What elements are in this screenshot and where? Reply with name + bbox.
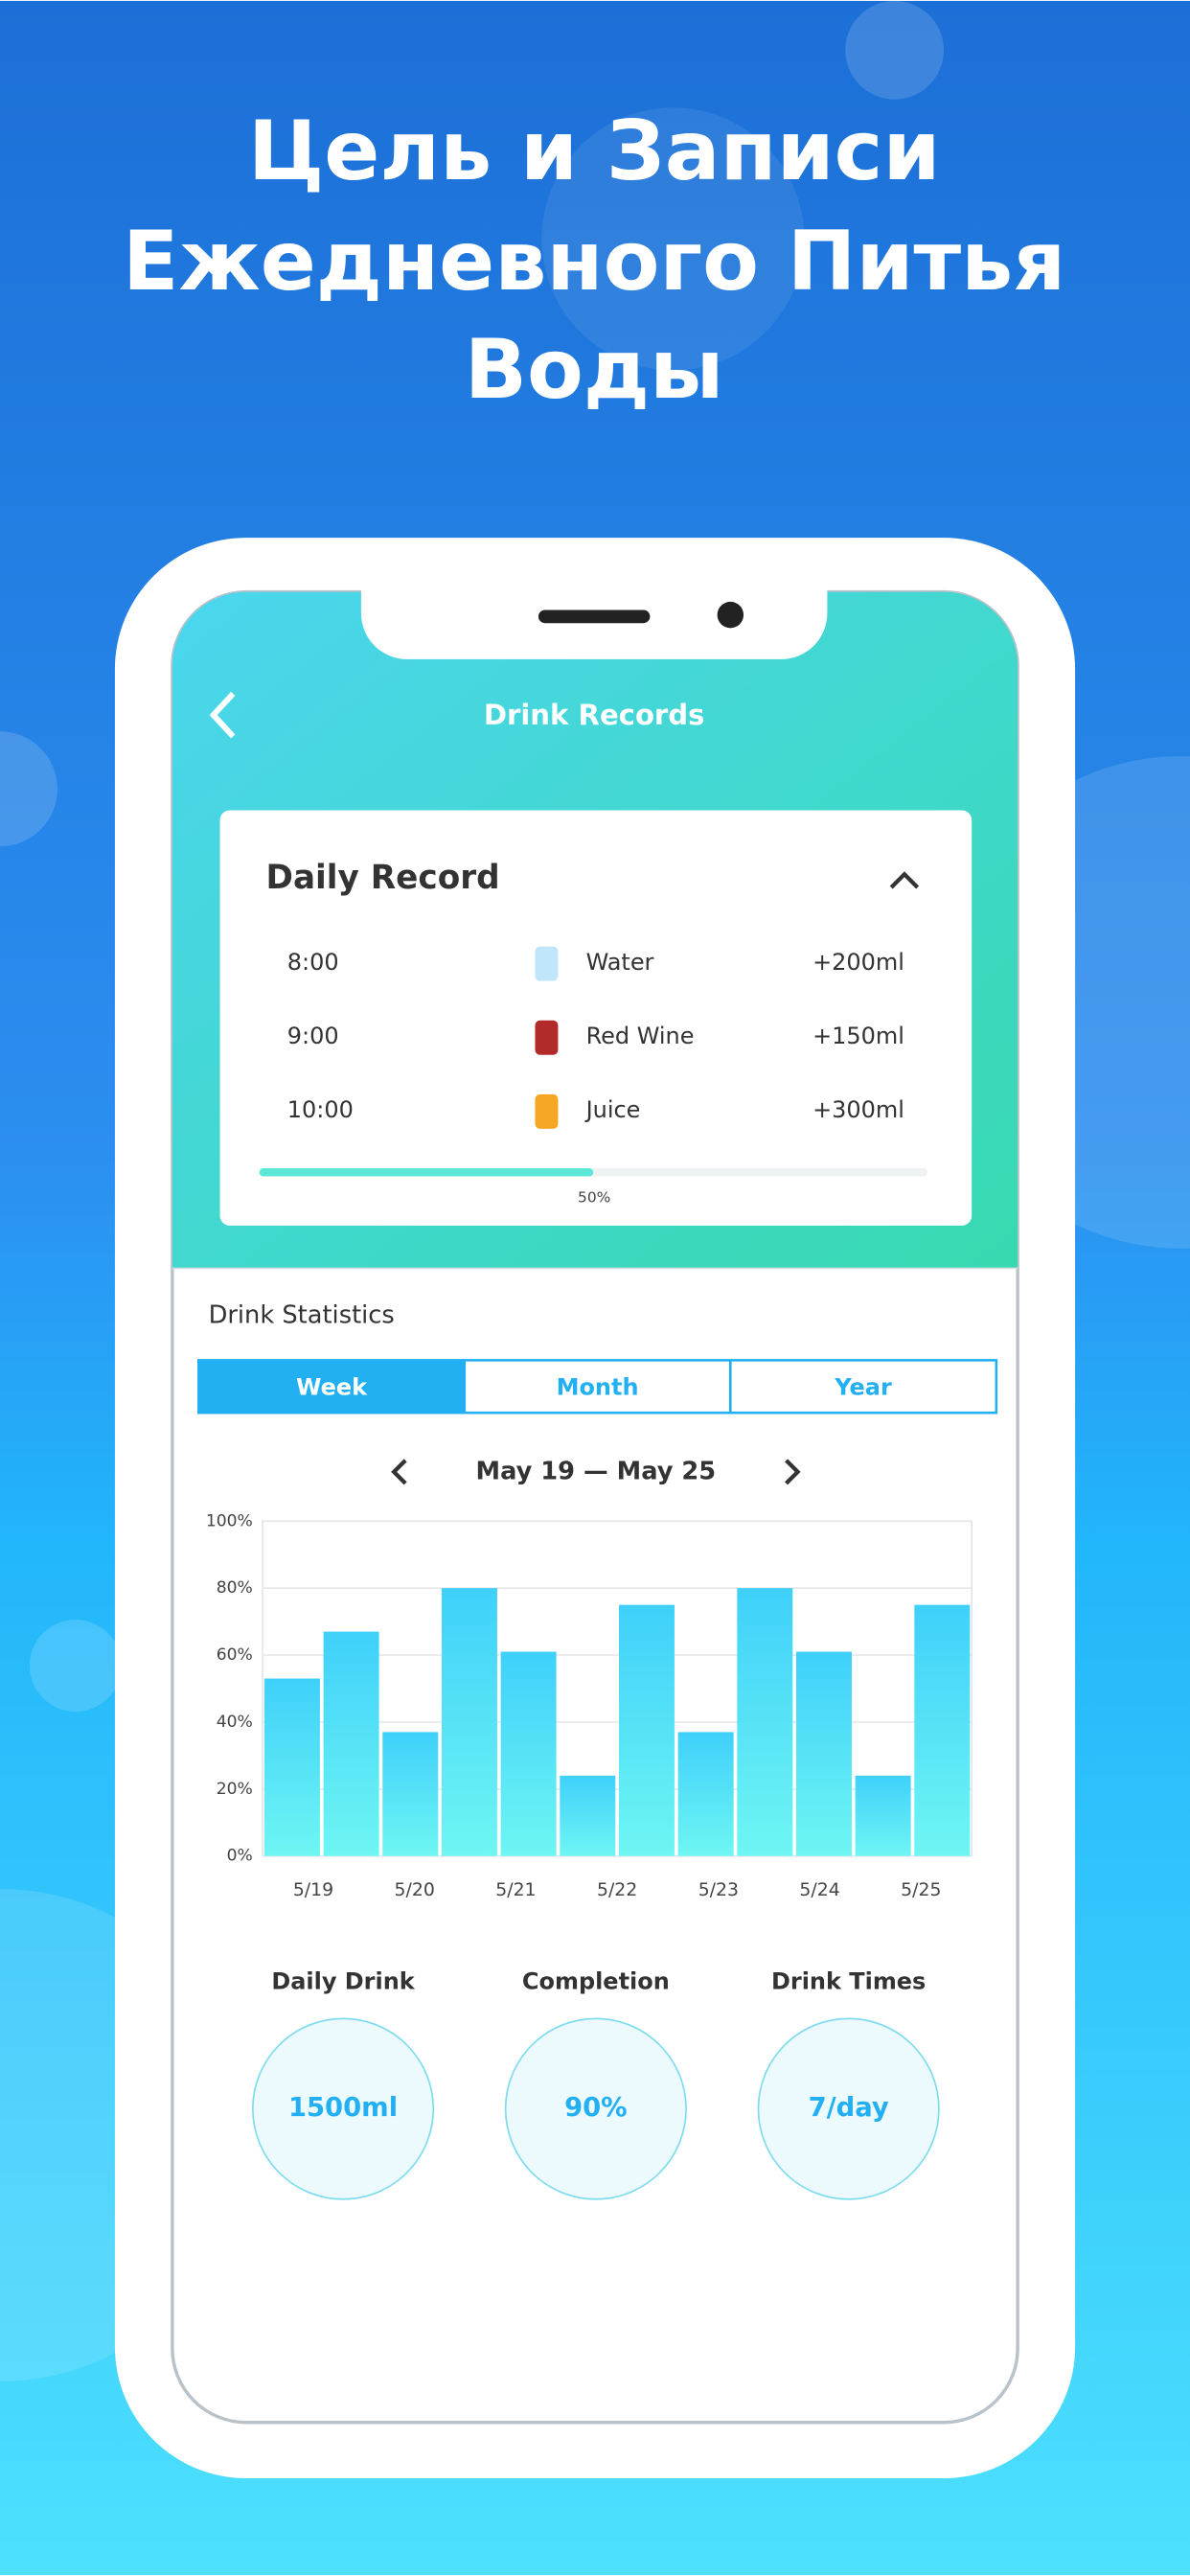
summary-circle [757, 2017, 940, 2200]
record-drink: Water [586, 949, 654, 976]
bubble [541, 107, 805, 371]
card-title: Daily Record [266, 859, 500, 897]
record-card [219, 810, 973, 1226]
y-tick-label: 40% [217, 1713, 253, 1732]
bubble [845, 0, 945, 100]
bar [323, 1631, 379, 1856]
headline: Ежедневного Питья [123, 214, 1065, 310]
headline: Цель и Записи [248, 104, 941, 199]
collapse-button[interactable] [889, 871, 920, 889]
x-tick-label: 5/21 [495, 1880, 536, 1900]
record-drink: Red Wine [586, 1023, 695, 1049]
progress-label: 50% [578, 1188, 610, 1206]
bar [382, 1732, 439, 1856]
bubble [0, 731, 57, 847]
record-amount: +200ml [812, 949, 904, 976]
summary-label: Daily Drink [271, 1968, 415, 1995]
date-nav[interactable] [391, 1459, 801, 1485]
summary-circle [251, 2017, 435, 2200]
bubble [29, 1620, 122, 1712]
x-tick-label: 5/22 [597, 1880, 637, 1900]
summary-circle [504, 2017, 687, 2200]
screen-title: Drink Records [484, 699, 705, 731]
tab[interactable] [729, 1359, 998, 1414]
record-time: 8:00 [287, 949, 339, 976]
headline: Воды [465, 322, 724, 418]
record-drink: Juice [584, 1096, 641, 1123]
record-time: 9:00 [287, 1023, 339, 1049]
x-tick-label: 5/25 [901, 1880, 941, 1900]
bar [737, 1588, 793, 1856]
drink-icon [535, 1020, 559, 1055]
bar [500, 1651, 557, 1856]
camera [717, 601, 744, 629]
date-range: May 19 — May 25 [476, 1457, 717, 1485]
summary-label: Completion [522, 1968, 670, 1995]
tab-label: Week [296, 1373, 368, 1400]
y-tick-label: 20% [217, 1780, 253, 1799]
progress-fill [259, 1167, 594, 1177]
y-tick-label: 0% [227, 1847, 253, 1866]
drink-icon [535, 946, 559, 981]
bar [441, 1588, 497, 1856]
bar [263, 1678, 320, 1856]
x-tick-label: 5/19 [293, 1880, 333, 1900]
bar [618, 1604, 675, 1856]
y-tick-label: 100% [206, 1511, 253, 1530]
y-tick-label: 80% [217, 1578, 253, 1598]
bar [914, 1604, 971, 1856]
bar [677, 1732, 734, 1856]
record-time: 10:00 [287, 1096, 354, 1123]
tab-label: Month [557, 1373, 639, 1400]
bar [855, 1775, 911, 1856]
summary-label: Drink Times [771, 1968, 926, 1995]
record-amount: +150ml [812, 1023, 904, 1049]
summary-value: 1500ml [288, 2093, 398, 2123]
bar [560, 1775, 616, 1856]
tab-label: Year [834, 1373, 892, 1400]
x-tick-label: 5/20 [395, 1880, 435, 1900]
summary-value: 7/day [809, 2093, 889, 2123]
x-tick-label: 5/24 [799, 1880, 839, 1900]
speaker [538, 610, 651, 624]
stats-title: Drink Statistics [209, 1301, 395, 1330]
x-tick-label: 5/23 [698, 1880, 739, 1900]
record-amount: +300ml [812, 1096, 904, 1123]
back-button[interactable] [209, 691, 236, 739]
bar [795, 1651, 852, 1856]
notch [360, 588, 828, 659]
drink-icon [535, 1093, 559, 1129]
summary-value: 90% [564, 2093, 628, 2123]
y-tick-label: 60% [217, 1645, 253, 1665]
